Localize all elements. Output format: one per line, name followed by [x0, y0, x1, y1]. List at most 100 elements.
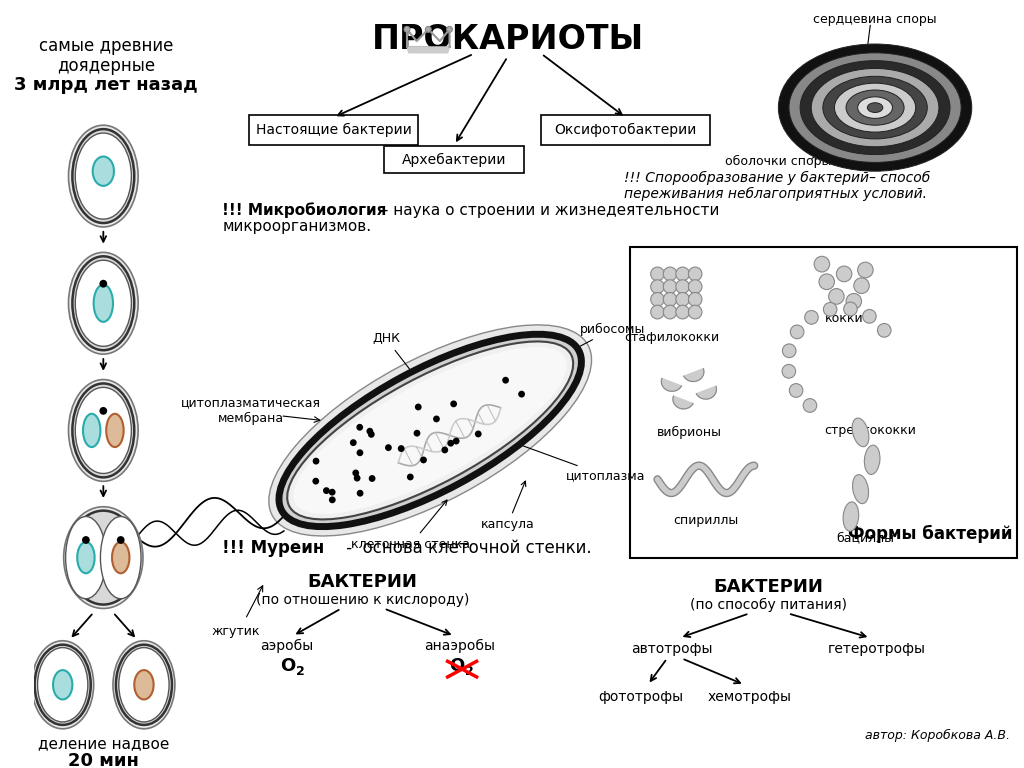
- Circle shape: [453, 438, 460, 445]
- Circle shape: [782, 344, 796, 358]
- Text: вибрионы: вибрионы: [656, 425, 722, 439]
- Text: кокки: кокки: [824, 313, 863, 326]
- Ellipse shape: [113, 641, 175, 729]
- Ellipse shape: [858, 97, 893, 118]
- Circle shape: [404, 26, 410, 32]
- Circle shape: [858, 262, 873, 278]
- Ellipse shape: [790, 53, 962, 162]
- Ellipse shape: [83, 414, 100, 447]
- Text: !!! Муреин: !!! Муреин: [222, 539, 325, 557]
- Circle shape: [329, 488, 336, 495]
- Circle shape: [688, 305, 702, 319]
- Ellipse shape: [73, 257, 134, 350]
- Ellipse shape: [800, 61, 950, 154]
- Text: БАКТЕРИИ: БАКТЕРИИ: [714, 578, 823, 596]
- Text: ПРОКАРИОТЫ: ПРОКАРИОТЫ: [372, 22, 644, 55]
- Ellipse shape: [287, 342, 573, 519]
- Ellipse shape: [811, 68, 939, 147]
- Text: стрептококки: стрептококки: [824, 424, 916, 437]
- Ellipse shape: [867, 103, 883, 112]
- Circle shape: [790, 384, 803, 397]
- Polygon shape: [407, 47, 450, 53]
- Circle shape: [415, 403, 422, 410]
- Circle shape: [312, 478, 319, 485]
- Circle shape: [82, 536, 90, 544]
- Ellipse shape: [835, 83, 915, 132]
- Ellipse shape: [35, 644, 91, 725]
- Circle shape: [356, 449, 364, 456]
- Circle shape: [688, 280, 702, 293]
- Ellipse shape: [843, 502, 859, 531]
- Circle shape: [664, 267, 677, 281]
- Circle shape: [650, 280, 665, 293]
- Text: гетеротрофы: гетеротрофы: [828, 641, 926, 656]
- Circle shape: [352, 469, 359, 476]
- Text: 3 млрд лет назад: 3 млрд лет назад: [14, 76, 198, 94]
- Circle shape: [878, 323, 891, 337]
- Text: (по отношению к кислороду): (по отношению к кислороду): [256, 593, 469, 607]
- Text: хемотрофы: хемотрофы: [708, 690, 792, 703]
- Ellipse shape: [93, 157, 114, 186]
- Circle shape: [414, 430, 421, 437]
- Circle shape: [350, 439, 356, 446]
- Circle shape: [782, 365, 796, 378]
- Ellipse shape: [69, 125, 138, 227]
- Ellipse shape: [852, 418, 869, 447]
- Ellipse shape: [112, 542, 129, 573]
- Ellipse shape: [93, 285, 113, 322]
- Circle shape: [791, 325, 804, 339]
- Circle shape: [99, 280, 108, 287]
- Text: спириллы: спириллы: [673, 514, 738, 527]
- Ellipse shape: [269, 325, 592, 536]
- Circle shape: [650, 267, 665, 281]
- Bar: [631, 247, 1017, 558]
- Ellipse shape: [279, 334, 582, 527]
- Text: автотрофы: автотрофы: [631, 641, 713, 656]
- Bar: [541, 115, 711, 145]
- Text: 2: 2: [296, 664, 304, 677]
- Text: Оксифотобактерии: Оксифотобактерии: [554, 123, 696, 137]
- Ellipse shape: [66, 517, 106, 599]
- Circle shape: [676, 305, 689, 319]
- Circle shape: [420, 456, 427, 463]
- Circle shape: [819, 274, 835, 290]
- Ellipse shape: [778, 44, 972, 171]
- Text: сердцевина споры: сердцевина споры: [813, 13, 937, 26]
- Text: цитоплазматическая
мембрана: цитоплазматическая мембрана: [181, 396, 322, 425]
- Ellipse shape: [119, 647, 169, 722]
- Circle shape: [367, 428, 373, 435]
- Text: рибосомы: рибосомы: [525, 323, 645, 375]
- Circle shape: [397, 445, 404, 452]
- Text: Настоящие бактерии: Настоящие бактерии: [256, 123, 412, 137]
- Ellipse shape: [846, 90, 904, 125]
- Polygon shape: [662, 379, 681, 392]
- Text: O: O: [281, 657, 296, 675]
- Polygon shape: [684, 369, 703, 382]
- Circle shape: [441, 446, 449, 453]
- Text: !!! Микробиология: !!! Микробиология: [222, 203, 387, 218]
- Circle shape: [676, 293, 689, 306]
- Text: O: O: [450, 657, 465, 675]
- Ellipse shape: [38, 647, 88, 722]
- Circle shape: [805, 310, 818, 324]
- Bar: [384, 146, 524, 173]
- Circle shape: [664, 293, 677, 306]
- Circle shape: [329, 496, 336, 503]
- Text: оболочки споры: оболочки споры: [725, 155, 831, 168]
- Text: деление надвое: деление надвое: [38, 736, 169, 751]
- Circle shape: [664, 280, 677, 293]
- Ellipse shape: [823, 76, 928, 139]
- Ellipse shape: [73, 383, 134, 478]
- Text: 2: 2: [465, 664, 474, 677]
- Circle shape: [385, 444, 392, 451]
- Text: фототрофы: фототрофы: [598, 690, 684, 703]
- Text: 20 мин: 20 мин: [68, 752, 139, 768]
- Circle shape: [451, 400, 457, 407]
- Text: цитоплазма: цитоплазма: [511, 441, 645, 482]
- Circle shape: [814, 257, 829, 272]
- Circle shape: [688, 267, 702, 281]
- Text: жгутик: жгутик: [211, 624, 260, 637]
- Circle shape: [664, 305, 677, 319]
- Circle shape: [676, 267, 689, 281]
- Text: ДНК: ДНК: [372, 333, 447, 418]
